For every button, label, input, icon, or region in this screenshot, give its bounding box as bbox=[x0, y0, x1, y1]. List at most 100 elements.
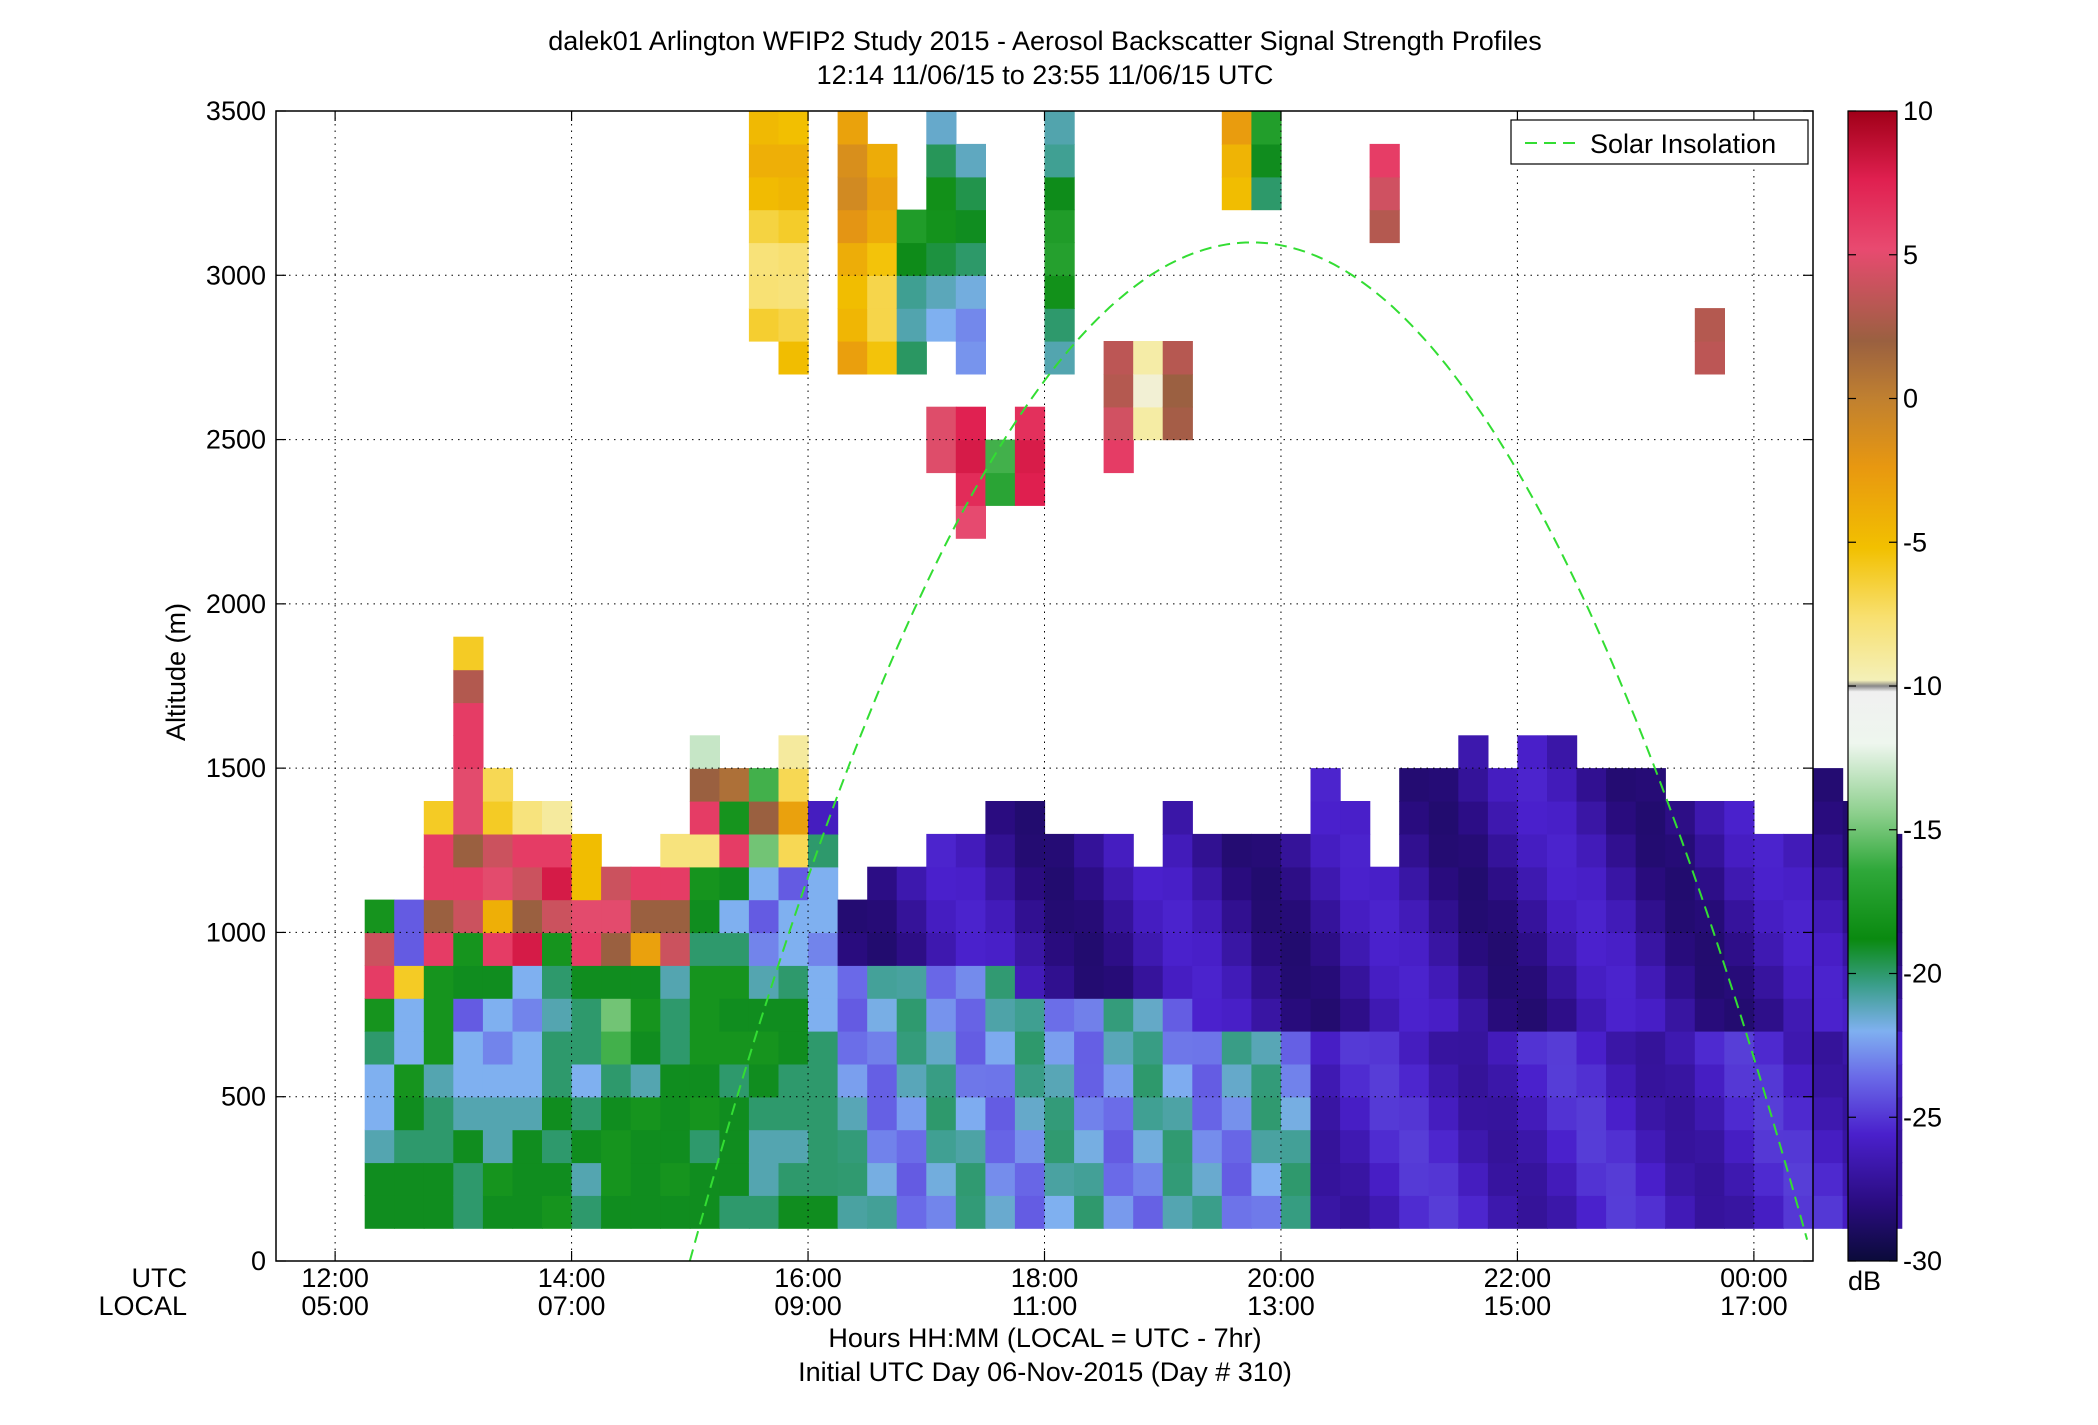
heatmap-cell bbox=[630, 1031, 661, 1065]
heatmap-cell bbox=[778, 801, 809, 835]
heatmap-cell bbox=[660, 1031, 691, 1065]
heatmap-cell bbox=[571, 1031, 602, 1065]
heatmap-cell bbox=[896, 965, 927, 999]
heatmap-cell bbox=[1547, 1096, 1578, 1131]
heatmap-cell bbox=[837, 111, 868, 145]
heatmap-cell bbox=[1694, 341, 1725, 375]
heatmap-cell bbox=[955, 275, 986, 309]
y-tick-label: 1000 bbox=[206, 917, 266, 947]
heatmap-cell bbox=[1281, 932, 1312, 966]
heatmap-cell bbox=[1813, 1096, 1844, 1131]
heatmap-cell bbox=[601, 1129, 632, 1164]
heatmap-cell bbox=[867, 1031, 898, 1065]
heatmap-cell bbox=[1133, 932, 1164, 966]
heatmap-cell bbox=[1547, 833, 1578, 868]
heatmap-cell bbox=[1813, 932, 1844, 966]
heatmap-cell bbox=[542, 1063, 573, 1098]
heatmap-cell bbox=[926, 1195, 957, 1229]
heatmap-cell bbox=[1162, 899, 1193, 934]
heatmap-cell bbox=[1547, 1195, 1578, 1229]
heatmap-cell bbox=[453, 702, 484, 736]
heatmap-cell bbox=[955, 505, 986, 539]
heatmap-cell bbox=[571, 932, 602, 966]
colorbar-tick-label: -20 bbox=[1903, 959, 1942, 989]
heatmap-cell bbox=[1103, 998, 1134, 1032]
heatmap-cell bbox=[1221, 833, 1252, 868]
heatmap-cell bbox=[1606, 833, 1637, 868]
heatmap-cell bbox=[778, 242, 809, 276]
heatmap-cell bbox=[1517, 932, 1548, 966]
heatmap-cell bbox=[423, 1031, 454, 1065]
heatmap-cell bbox=[1221, 111, 1252, 145]
heatmap-cell bbox=[1369, 1162, 1400, 1196]
heatmap-cell bbox=[1547, 965, 1578, 999]
heatmap-cell bbox=[1162, 801, 1193, 835]
heatmap-cell bbox=[985, 1129, 1016, 1164]
heatmap-cell bbox=[1428, 1096, 1459, 1131]
heatmap-cell bbox=[1044, 209, 1075, 244]
heatmap-cell bbox=[660, 1063, 691, 1098]
heatmap-cell bbox=[1369, 176, 1400, 211]
heatmap-cell bbox=[453, 1031, 484, 1065]
heatmap-cell bbox=[660, 833, 691, 868]
heatmap-cell bbox=[571, 833, 602, 868]
heatmap-cell bbox=[1517, 833, 1548, 868]
heatmap-cell bbox=[512, 998, 543, 1032]
heatmap-cell bbox=[1665, 998, 1696, 1032]
heatmap-cell bbox=[1517, 768, 1548, 802]
colorbar-tick-label: -25 bbox=[1903, 1102, 1942, 1132]
heatmap-cell bbox=[1044, 143, 1075, 178]
heatmap-cell bbox=[1635, 965, 1666, 999]
heatmap-cell bbox=[778, 866, 809, 901]
heatmap-cell bbox=[1103, 406, 1134, 441]
heatmap-cell bbox=[453, 1162, 484, 1196]
heatmap-cell bbox=[1399, 932, 1430, 966]
heatmap-cell bbox=[601, 899, 632, 934]
heatmap-cell bbox=[1221, 1195, 1252, 1229]
heatmap-cell bbox=[1576, 899, 1607, 934]
heatmap-cell bbox=[571, 1162, 602, 1196]
heatmap-cell bbox=[896, 1162, 927, 1196]
heatmap-cell bbox=[1547, 1129, 1578, 1164]
heatmap-cell bbox=[1162, 1129, 1193, 1164]
heatmap-cell bbox=[1192, 1031, 1223, 1065]
heatmap-cell bbox=[1724, 1129, 1755, 1164]
heatmap-cell bbox=[1369, 965, 1400, 999]
heatmap-cell bbox=[1281, 1031, 1312, 1065]
heatmap-cell bbox=[1487, 1031, 1519, 1065]
heatmap-cell bbox=[482, 932, 514, 966]
heatmap-cell bbox=[542, 833, 573, 868]
heatmap-cell bbox=[630, 899, 661, 934]
heatmap-cell bbox=[482, 998, 514, 1032]
heatmap-cell bbox=[364, 899, 395, 934]
heatmap-cell bbox=[689, 1129, 720, 1164]
heatmap-cell bbox=[1753, 965, 1785, 999]
heatmap-cell bbox=[1783, 1162, 1814, 1196]
heatmap-cell bbox=[1753, 998, 1785, 1032]
heatmap-cell bbox=[1074, 833, 1105, 868]
heatmap-cell bbox=[1399, 1096, 1430, 1131]
heatmap-cell bbox=[1606, 768, 1637, 802]
heatmap-cell bbox=[837, 176, 868, 211]
heatmap-cell bbox=[601, 965, 632, 999]
heatmap-cell bbox=[1458, 833, 1489, 868]
heatmap-cell bbox=[1458, 965, 1489, 999]
heatmap-cell bbox=[926, 111, 957, 145]
heatmap-cell bbox=[1813, 1031, 1844, 1065]
heatmap-cell bbox=[778, 965, 809, 999]
heatmap-cell bbox=[1753, 1096, 1785, 1131]
heatmap-cell bbox=[778, 833, 809, 868]
heatmap-cell bbox=[1310, 965, 1341, 999]
heatmap-cell bbox=[1517, 735, 1548, 769]
heatmap-cell bbox=[955, 209, 986, 244]
heatmap-cell bbox=[985, 965, 1016, 999]
heatmap-cell bbox=[1694, 1096, 1725, 1131]
heatmap-cell bbox=[1694, 833, 1725, 868]
heatmap-cell bbox=[1133, 1031, 1164, 1065]
heatmap-cell bbox=[1458, 866, 1489, 901]
heatmap-cell bbox=[1221, 998, 1252, 1032]
heatmap-cell bbox=[1606, 1129, 1637, 1164]
heatmap-cell bbox=[1547, 899, 1578, 934]
heatmap-cell bbox=[837, 1195, 868, 1229]
